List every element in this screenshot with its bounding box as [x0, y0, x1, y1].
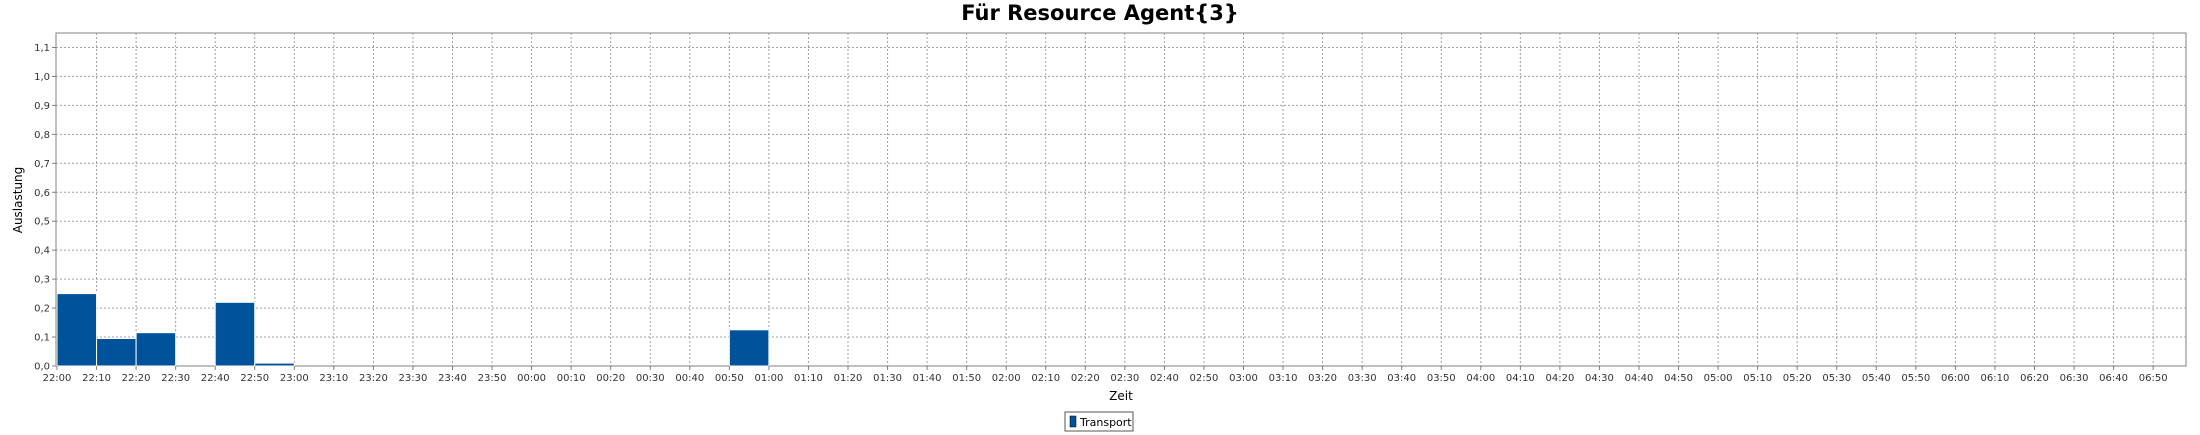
x-tick-label: 23:20: [359, 373, 388, 384]
x-tick-label: 04:00: [1466, 373, 1495, 384]
x-tick-label: 06:00: [1941, 373, 1970, 384]
x-tick-label: 01:00: [754, 373, 783, 384]
x-tick-label: 02:30: [1110, 373, 1139, 384]
y-tick-label: 1,1: [34, 43, 50, 54]
x-tick-label: 00:00: [517, 373, 546, 384]
bar-00:50: [728, 329, 770, 367]
legend-swatch-transport: [1069, 415, 1077, 428]
x-axis-label: Zeit: [1109, 389, 1133, 403]
y-tick-label: 0,5: [34, 217, 50, 228]
x-tick-label: 02:40: [1150, 373, 1179, 384]
legend-box: [1064, 411, 1134, 432]
x-tick-label: 05:50: [1901, 373, 1930, 384]
x-tick-label: 22:30: [161, 373, 190, 384]
x-tick-label: 04:10: [1506, 373, 1535, 384]
x-tick-label: 06:40: [2099, 373, 2128, 384]
y-tick-label: 0,8: [34, 130, 50, 141]
y-tick-label: 0,7: [34, 159, 50, 170]
y-tick-label: 0,4: [34, 246, 50, 257]
x-tick-label: 03:00: [1229, 373, 1258, 384]
bar-22:20: [135, 332, 177, 367]
x-tick-label: 05:30: [1822, 373, 1851, 384]
x-tick-label: 00:20: [596, 373, 625, 384]
x-tick-label: 03:10: [1269, 373, 1298, 384]
x-tick-label: 03:30: [1348, 373, 1377, 384]
x-tick-label: 00:40: [675, 373, 704, 384]
x-tick-label: 06:50: [2139, 373, 2168, 384]
legend: Transport: [1064, 411, 1134, 432]
x-tick-label: 05:20: [1783, 373, 1812, 384]
y-tick-labels: 0,0 0,1 0,2 0,3 0,4 0,5 0,6 0,7 0,8 0,9 1,0 1,1: [34, 43, 56, 373]
legend-label-transport: Transport: [1079, 416, 1132, 429]
y-tick-label: 0,6: [34, 188, 50, 199]
x-tick-label: 03:40: [1387, 373, 1416, 384]
x-tick-label: 05:10: [1743, 373, 1772, 384]
x-tick-label: 00:50: [715, 373, 744, 384]
x-tick-label: 02:00: [992, 373, 1021, 384]
x-tick-label: 06:10: [1981, 373, 2010, 384]
x-tick-label: 05:00: [1704, 373, 1733, 384]
y-tick-label: 0,1: [34, 333, 50, 344]
x-tick-label: 01:20: [834, 373, 863, 384]
x-tick-label: 23:50: [478, 373, 507, 384]
x-tick-label: 01:40: [913, 373, 942, 384]
x-tick-label: 22:50: [240, 373, 269, 384]
x-tick-label: 06:30: [2060, 373, 2089, 384]
x-tick-label: 01:30: [873, 373, 902, 384]
bar-22:10: [96, 337, 137, 367]
plot-area: [55, 32, 2187, 367]
chart-title: Für Resource Agent{3}: [961, 1, 1239, 25]
x-tick-label: 03:20: [1308, 373, 1337, 384]
x-tick-label: 01:50: [952, 373, 981, 384]
x-tick-label: 01:10: [794, 373, 823, 384]
x-tick-label: 04:40: [1625, 373, 1654, 384]
y-gridlines: [56, 46, 2186, 338]
x-tick-label: 23:00: [280, 373, 309, 384]
bar-22:50: [254, 362, 295, 367]
x-tick-label: 22:20: [122, 373, 151, 384]
bar-series-transport: [56, 293, 770, 367]
x-tick-label: 00:10: [557, 373, 586, 384]
x-tick-label: 04:50: [1664, 373, 1693, 384]
x-tick-label: 23:30: [399, 373, 428, 384]
x-tick-label: 02:50: [1190, 373, 1219, 384]
x-tick-label: 04:30: [1585, 373, 1614, 384]
x-tick-label: 23:40: [438, 373, 467, 384]
y-tick-label: 0,3: [34, 275, 50, 286]
x-tick-label: 22:10: [82, 373, 111, 384]
x-tick-label: 04:20: [1545, 373, 1574, 384]
y-tick-label: 0,0: [34, 362, 50, 373]
y-axis-label: Auslastung: [11, 167, 25, 234]
x-tick-labels: 22:00 22:10 22:20 22:30 22:40 22:50 23:00 23:10…: [43, 366, 2168, 384]
x-tick-label: 05:40: [1862, 373, 1891, 384]
x-tick-label: 23:10: [319, 373, 348, 384]
y-tick-label: 1,0: [34, 72, 50, 83]
x-tick-label: 00:30: [636, 373, 665, 384]
x-tick-label: 06:20: [2020, 373, 2049, 384]
x-tick-label: 22:00: [43, 373, 72, 384]
bar-22:00: [56, 293, 98, 367]
x-tick-label: 03:50: [1427, 373, 1456, 384]
x-tick-label: 02:10: [1031, 373, 1060, 384]
x-tick-label: 02:20: [1071, 373, 1100, 384]
y-tick-label: 0,2: [34, 304, 50, 315]
bar-22:40: [214, 301, 256, 367]
y-tick-label: 0,9: [34, 101, 50, 112]
x-tick-label: 22:40: [201, 373, 230, 384]
